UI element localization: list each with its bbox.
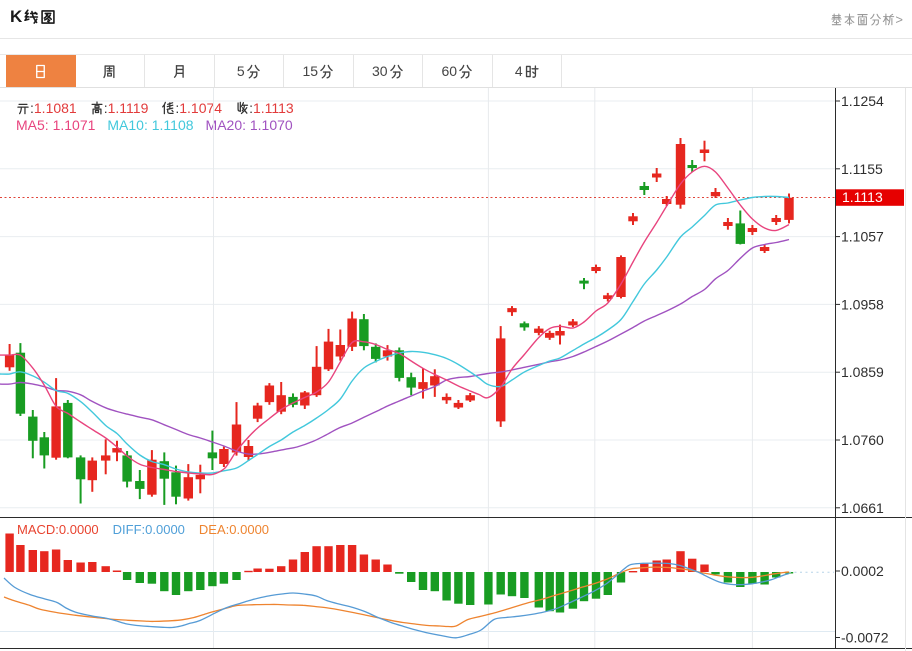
svg-text:1.1057: 1.1057 bbox=[841, 229, 884, 245]
svg-text:1.1254: 1.1254 bbox=[841, 93, 884, 109]
svg-text:1.0661: 1.0661 bbox=[841, 500, 884, 516]
svg-text:-0.0072: -0.0072 bbox=[841, 630, 889, 646]
svg-text:1.0859: 1.0859 bbox=[841, 364, 884, 380]
svg-text:1.1155: 1.1155 bbox=[841, 161, 883, 177]
svg-text:1.0958: 1.0958 bbox=[841, 296, 884, 312]
svg-text:1.1113: 1.1113 bbox=[842, 189, 883, 205]
svg-text:1.0760: 1.0760 bbox=[841, 432, 884, 448]
svg-text:0.0002: 0.0002 bbox=[841, 563, 884, 579]
